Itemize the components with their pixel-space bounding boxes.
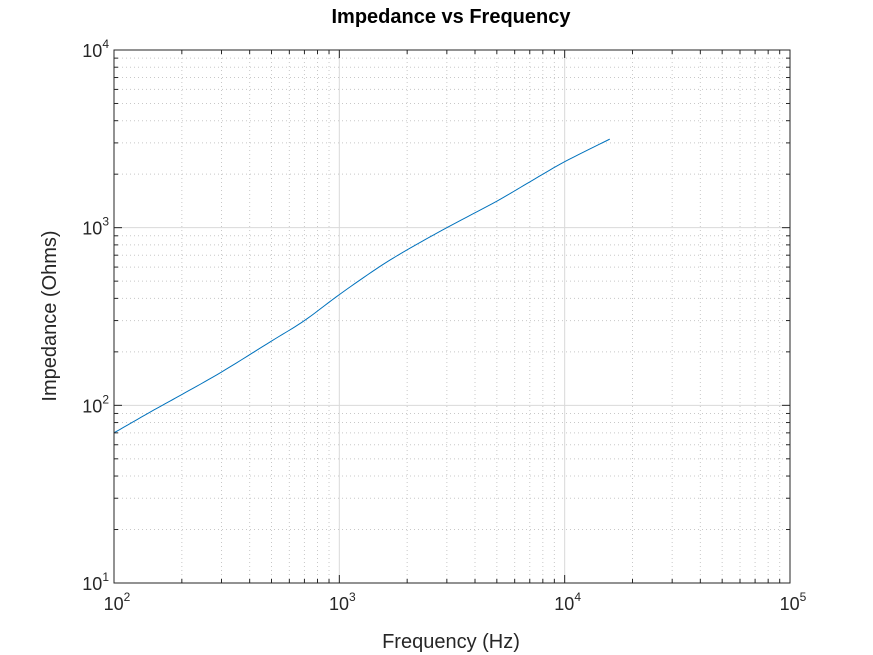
chart-title: Impedance vs Frequency (332, 6, 572, 28)
grid (114, 50, 790, 583)
y-tick-label: 104 (82, 37, 109, 61)
axes-frame (113, 49, 791, 584)
series-line-impedance (113, 138, 610, 434)
y-tick-label: 103 (82, 215, 109, 239)
x-tick-label: 105 (780, 590, 807, 614)
y-tick-label: 101 (82, 570, 109, 594)
x-tick-label: 102 (104, 590, 131, 614)
y-tick-label: 102 (82, 392, 109, 416)
y-axis-label: Impedance (Ohms) (39, 230, 61, 401)
x-tick-label: 103 (329, 590, 356, 614)
series-layer (113, 138, 610, 434)
plot-area (114, 50, 790, 583)
x-axis-label: Frequency (Hz) (382, 631, 520, 653)
tick-marks (113, 49, 791, 584)
axes-box (113, 49, 791, 584)
x-tick-label: 104 (554, 590, 581, 614)
